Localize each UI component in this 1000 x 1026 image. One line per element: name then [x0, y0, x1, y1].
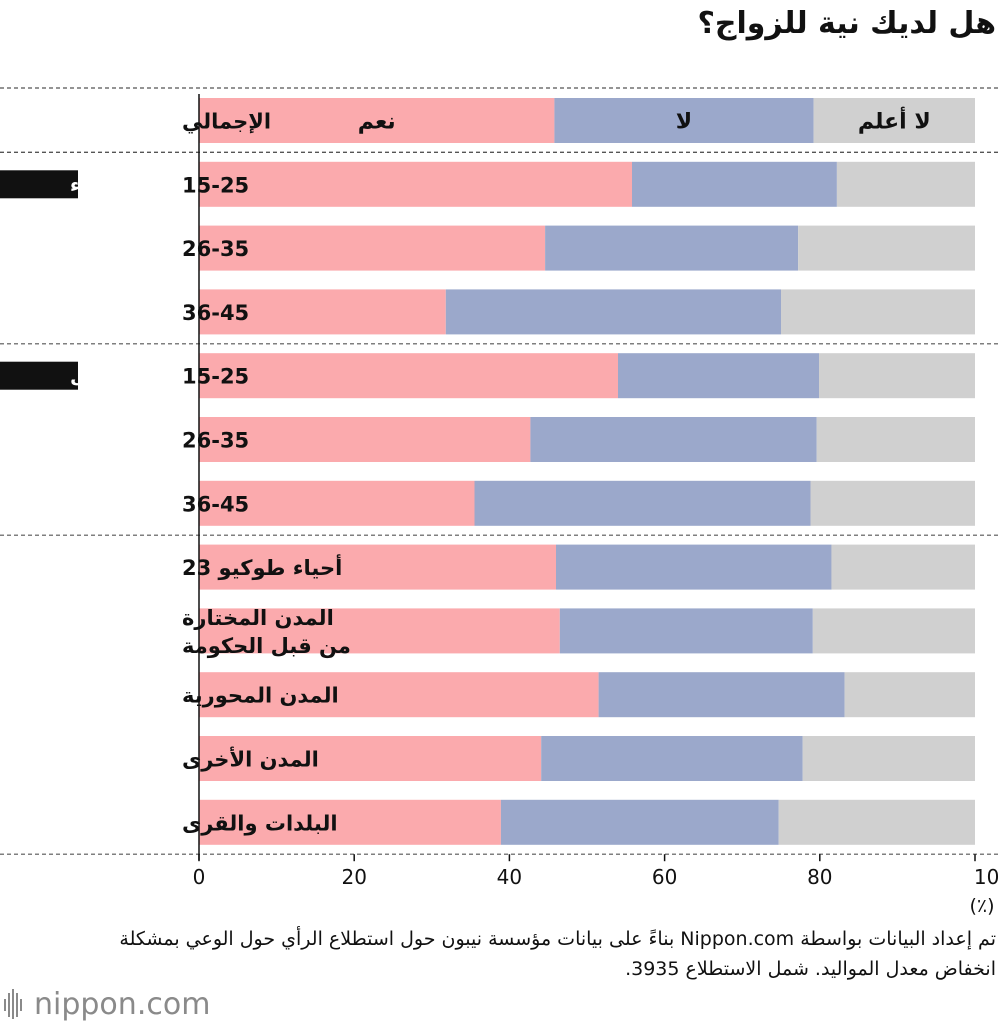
- category-label: أحياء طوكيو 23: [182, 553, 342, 580]
- bar-segment: [556, 544, 832, 590]
- bar-segment: [812, 608, 975, 654]
- x-tick-label: 20: [341, 865, 366, 889]
- group-badge: [0, 361, 78, 390]
- bar-segment: [500, 799, 779, 845]
- bar-segment: [778, 799, 975, 845]
- bar-segment: [474, 480, 811, 526]
- bar-segment: [199, 225, 546, 271]
- bar-segment: [598, 672, 845, 718]
- bar-segment: [541, 736, 803, 781]
- category-label: 26-35: [182, 429, 249, 453]
- bar-segment: [199, 161, 632, 207]
- bar-segment: [781, 289, 975, 335]
- bar-segment: [199, 544, 556, 590]
- group-badge-label: الرجال: [70, 366, 133, 388]
- group-badge: [0, 170, 78, 199]
- bar-segment: [199, 98, 555, 143]
- x-tick-label: 60: [652, 865, 677, 889]
- category-label: البلدات والقرى: [182, 811, 338, 835]
- bar-segment: [816, 417, 975, 462]
- category-label: 15-25: [182, 173, 249, 197]
- series-label: لا: [676, 110, 692, 135]
- bar-segment: [199, 799, 501, 845]
- logo-suffix: .com: [136, 986, 211, 1022]
- category-label: 15-25: [182, 365, 249, 389]
- series-label: نعم: [358, 110, 396, 135]
- x-tick-label: 100: [974, 865, 1000, 889]
- bar-segment: [199, 417, 531, 462]
- chart-title: هل لديك نية للزواج؟: [697, 6, 996, 41]
- bar-segment: [199, 289, 446, 335]
- bar-segment: [844, 672, 975, 718]
- bar-segment: [559, 608, 813, 654]
- bar-segment: [819, 353, 975, 399]
- bar-segment: [813, 98, 975, 143]
- category-label: 26-35: [182, 237, 249, 261]
- category-label: الإجمالي: [182, 110, 271, 134]
- bar-segment: [530, 417, 817, 462]
- x-tick-label: 40: [497, 865, 522, 889]
- bar-segment: [199, 736, 542, 781]
- bar-segment: [199, 353, 618, 399]
- category-label: المدن الأخرى: [182, 746, 319, 772]
- bar-segment: [802, 736, 975, 781]
- bar-segment: [199, 480, 475, 526]
- x-tick-label: 80: [807, 865, 832, 889]
- footnote: تم إعداد البيانات بواسطة Nippon.com بناء…: [119, 928, 996, 980]
- series-label: لا أعلم: [858, 106, 931, 135]
- bar-segment: [831, 544, 975, 590]
- logo-text: nippon: [34, 986, 137, 1022]
- bar-segment: [632, 161, 837, 207]
- bar-segment: [199, 608, 560, 654]
- bar-segment: [810, 480, 975, 526]
- bar-segment: [554, 98, 814, 143]
- category-label: المدن المحورية: [182, 684, 339, 708]
- category-label: من قبل الحكومة: [182, 634, 351, 658]
- logo-bars-icon: [4, 989, 22, 1019]
- bar-segment: [836, 161, 975, 207]
- x-tick-label: 0: [193, 865, 206, 889]
- category-label: 36-45: [182, 492, 249, 516]
- category-label: المدن المختارة: [182, 606, 334, 630]
- group-badge-label: النساء: [70, 174, 128, 196]
- category-label: 36-45: [182, 301, 249, 325]
- bar-segment: [445, 289, 781, 335]
- nippon-logo: nippon.com: [4, 986, 210, 1022]
- bar-segment: [199, 672, 599, 718]
- bar-segment: [798, 225, 975, 271]
- bar-segment: [545, 225, 799, 271]
- bar-segment: [618, 353, 819, 399]
- x-axis-unit: (٪): [969, 895, 994, 917]
